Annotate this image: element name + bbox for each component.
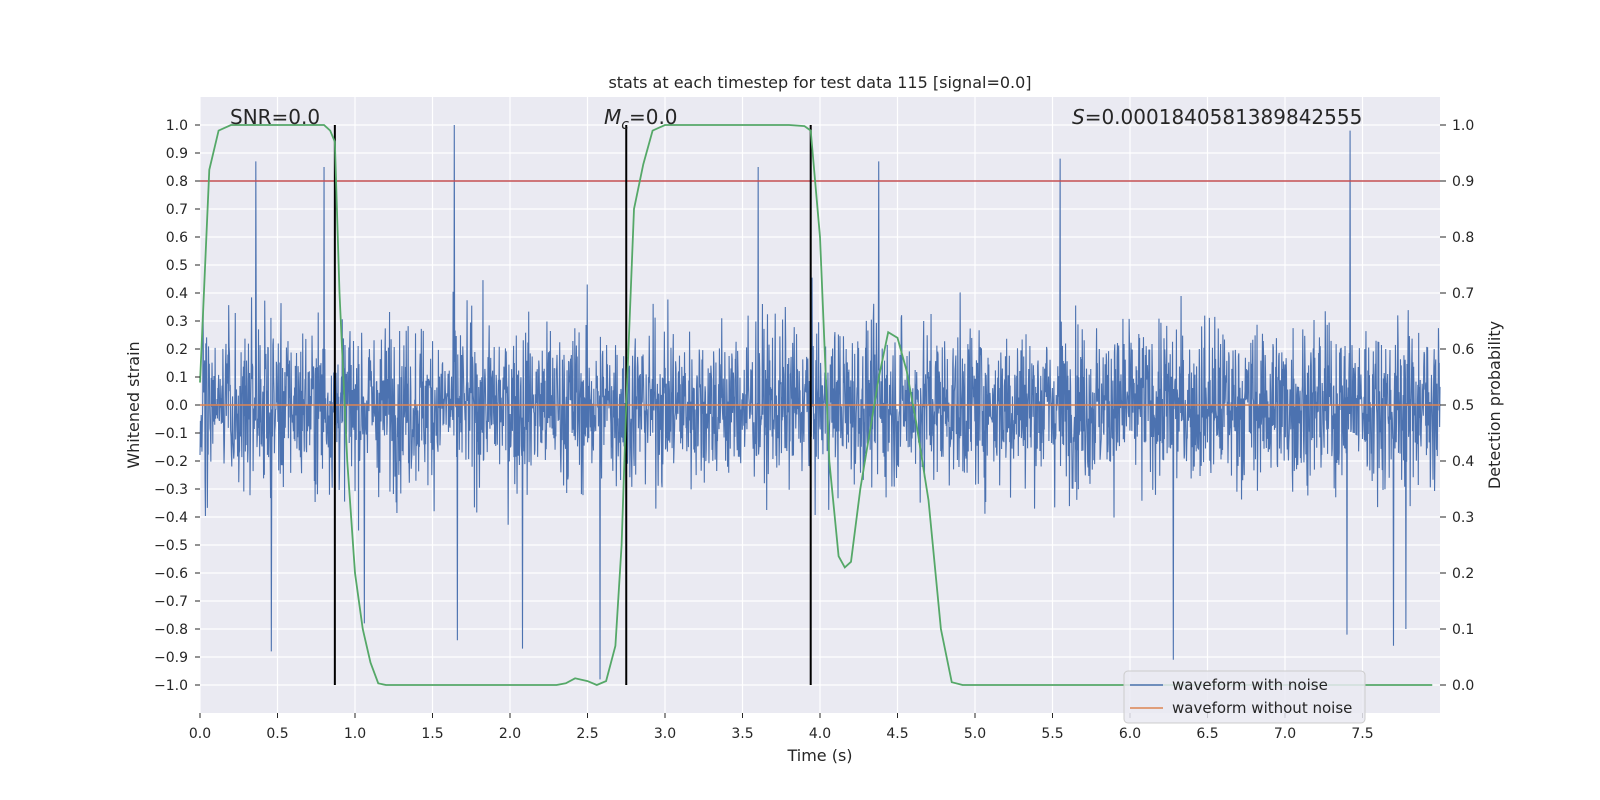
x-tick-label-14: 7.0 — [1274, 726, 1296, 742]
y-tick-label-16: −0.6 — [154, 566, 188, 582]
y2-tick-label-7: 0.3 — [1452, 510, 1474, 526]
statistic-annotation: S=0.0001840581389842555 — [1072, 105, 1362, 129]
y-tick-label-0: 1.0 — [166, 118, 188, 134]
x-tick-label-11: 5.5 — [1041, 726, 1063, 742]
y2-tick-label-3: 0.7 — [1452, 286, 1474, 302]
x-tick-label-13: 6.5 — [1196, 726, 1218, 742]
y-tick-label-4: 0.6 — [166, 230, 188, 246]
legend-label-clean: waveform without noise — [1172, 699, 1352, 717]
noise-trace — [199, 124, 1441, 680]
y2-tick-label-2: 0.8 — [1452, 230, 1474, 246]
y-tick-label-19: −0.9 — [154, 650, 188, 666]
x-tick-label-7: 3.5 — [731, 726, 753, 742]
x-tick-label-8: 4.0 — [809, 726, 831, 742]
x-tick-label-9: 4.5 — [886, 726, 908, 742]
snr-annotation: SNR=0.0 — [230, 105, 320, 129]
y-tick-label-12: −0.2 — [154, 454, 188, 470]
y-tick-label-18: −0.8 — [154, 622, 188, 638]
y-tick-label-17: −0.7 — [154, 594, 188, 610]
y2-tick-label-6: 0.4 — [1452, 454, 1474, 470]
x-tick-label-4: 2.0 — [499, 726, 521, 742]
x-axis-label: Time (s) — [786, 746, 852, 765]
y-tick-label-8: 0.2 — [166, 342, 188, 358]
x-tick-label-12: 6.0 — [1119, 726, 1141, 742]
y2-tick-label-1: 0.9 — [1452, 174, 1474, 190]
y-tick-label-6: 0.4 — [166, 286, 188, 302]
series-detection-probability — [199, 124, 1433, 686]
series-waveform-with-noise — [199, 124, 1441, 680]
y-tick-label-15: −0.5 — [154, 538, 188, 554]
y2-tick-label-0: 1.0 — [1452, 118, 1474, 134]
mc-subscript: c — [621, 117, 629, 133]
chirp-mass-annotation: Mc=0.0 — [604, 105, 678, 133]
x-tick-label-0: 0.0 — [189, 726, 211, 742]
mc-value: =0.0 — [629, 105, 678, 129]
y-tick-label-1: 0.9 — [166, 146, 188, 162]
y-tick-label-14: −0.4 — [154, 510, 188, 526]
y-tick-label-7: 0.3 — [166, 314, 188, 330]
y-tick-label-13: −0.3 — [154, 482, 188, 498]
y-tick-label-10: 0.0 — [166, 398, 188, 414]
x-tick-label-15: 7.5 — [1351, 726, 1373, 742]
legend-label-noise: waveform with noise — [1172, 676, 1328, 694]
y2-tick-label-9: 0.1 — [1452, 622, 1474, 638]
x-tick-label-2: 1.0 — [344, 726, 366, 742]
y-axis: 1.0 0.9 0.8 0.7 0.6 0.5 0.4 0.3 0.2 0.1 0.0 −0.1 −0.… — [154, 118, 200, 694]
y2-axis: 1.0 0.9 0.8 0.7 0.6 0.5 0.4 0.3 0.2 0.1 0.0 — [1440, 118, 1474, 694]
y-axis-label: Whitened strain — [124, 341, 143, 468]
mc-symbol: M — [604, 105, 621, 129]
y2-tick-label-10: 0.0 — [1452, 678, 1474, 694]
x-tick-label-3: 1.5 — [421, 726, 443, 742]
s-symbol: S — [1072, 105, 1085, 129]
y2-tick-label-5: 0.5 — [1452, 398, 1474, 414]
y-tick-label-5: 0.5 — [166, 258, 188, 274]
x-tick-label-1: 0.5 — [266, 726, 288, 742]
x-tick-label-5: 2.5 — [576, 726, 598, 742]
y-tick-label-20: −1.0 — [154, 678, 188, 694]
s-value: =0.0001840581389842555 — [1085, 105, 1363, 129]
x-axis: 0.0 0.5 1.0 1.5 2.0 2.5 3.0 3.5 4.0 4.5 5.0 5.5 6.0 6… — [189, 713, 1374, 742]
y-tick-label-11: −0.1 — [154, 426, 188, 442]
y2-axis-label: Detection probability — [1485, 321, 1504, 489]
y-tick-label-3: 0.7 — [166, 202, 188, 218]
legend-box — [1123, 670, 1366, 724]
x-tick-label-10: 5.0 — [964, 726, 986, 742]
y2-tick-label-4: 0.6 — [1452, 342, 1474, 358]
x-tick-label-6: 3.0 — [654, 726, 676, 742]
y-tick-label-2: 0.8 — [166, 174, 188, 190]
y-tick-label-9: 0.1 — [166, 370, 188, 386]
legend: waveform with noise waveform without noi… — [1123, 670, 1366, 724]
chart-title: stats at each timestep for test data 115… — [608, 73, 1031, 92]
y2-tick-label-8: 0.2 — [1452, 566, 1474, 582]
